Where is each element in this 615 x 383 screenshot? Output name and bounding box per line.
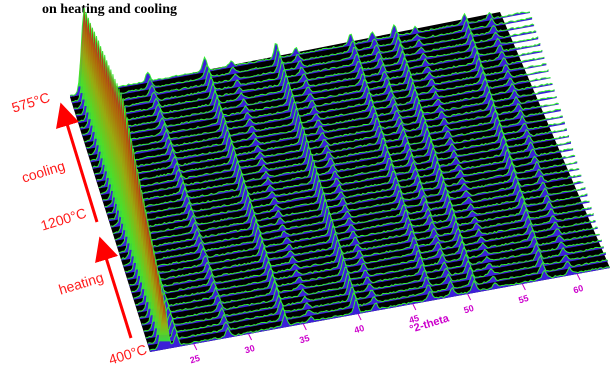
pattern-line [102, 83, 563, 201]
pattern-line [116, 138, 578, 247]
x-tick [576, 273, 581, 281]
chart-title: on heating and cooling [42, 2, 177, 17]
pattern-line [86, 46, 547, 149]
pattern-fill [70, 8, 530, 98]
pattern-fill [72, 12, 533, 104]
pattern-line [104, 88, 565, 208]
pattern-line [96, 69, 557, 181]
pattern-line [92, 60, 553, 168]
pattern-line [112, 117, 574, 234]
pattern-line [127, 190, 588, 279]
pattern-line [141, 239, 603, 325]
pattern-line [131, 206, 592, 293]
pattern-line [135, 219, 596, 306]
pattern-fill [139, 234, 600, 320]
pattern-fill [129, 198, 590, 287]
pattern-line [119, 148, 580, 254]
x-tick-label: 35 [298, 333, 311, 345]
pattern-line [108, 98, 570, 220]
pattern-fill [137, 227, 598, 313]
pattern-line [76, 22, 537, 116]
pattern-line [143, 246, 604, 332]
x-tick-label: 25 [189, 353, 202, 365]
x-tick [521, 283, 526, 291]
max-peak-overlay [78, 8, 171, 342]
pattern-line [120, 159, 582, 260]
x-tick [248, 333, 253, 341]
pattern-line [110, 107, 572, 227]
x-tick [467, 293, 472, 301]
pattern-line [106, 92, 567, 214]
x-tick-label: 55 [517, 293, 530, 305]
cooling-arrow [56, 102, 99, 223]
pattern-fill [74, 17, 535, 111]
x-tick-label: 30 [243, 343, 256, 355]
pattern-fill [135, 220, 596, 307]
temperature-arrows [56, 102, 133, 339]
pattern-line [80, 31, 541, 129]
pattern-line [69, 8, 531, 96]
pattern-line [74, 17, 535, 110]
x-tick [357, 313, 362, 321]
x-tick-label: 60 [572, 283, 585, 295]
pattern-line [133, 213, 594, 299]
pattern-fill [147, 259, 608, 346]
pattern-line [145, 252, 606, 339]
pattern-line [137, 226, 598, 313]
x-tick [193, 343, 198, 351]
pattern-fill [141, 239, 602, 326]
pattern-line [149, 266, 611, 351]
pattern-line [125, 179, 586, 273]
pattern-line [88, 51, 549, 156]
pattern-line [78, 27, 539, 122]
x-tick [302, 323, 307, 331]
pattern-line [90, 54, 551, 162]
pattern-line [129, 198, 590, 286]
pattern-line [100, 78, 561, 195]
x-tick-label: 45 [408, 313, 421, 325]
diffraction-patterns [69, 8, 611, 352]
pattern-fill [121, 159, 582, 261]
pattern-fill [127, 190, 588, 281]
pattern-fill [150, 266, 610, 352]
pattern-fill [131, 207, 592, 294]
pattern-line [139, 233, 600, 319]
pattern-line [84, 40, 545, 143]
pattern-line [82, 36, 543, 135]
x-tick-label: 50 [462, 303, 475, 315]
max-peak [158, 302, 171, 342]
pattern-line [123, 169, 584, 266]
pattern-line [72, 12, 533, 103]
pattern-line [98, 74, 559, 189]
heating-arrow [95, 236, 133, 339]
pattern-line [114, 127, 576, 241]
pattern-line [94, 65, 555, 175]
x-tick [412, 303, 417, 311]
pattern-line [147, 259, 609, 344]
x-tick-label: 40 [353, 323, 366, 335]
